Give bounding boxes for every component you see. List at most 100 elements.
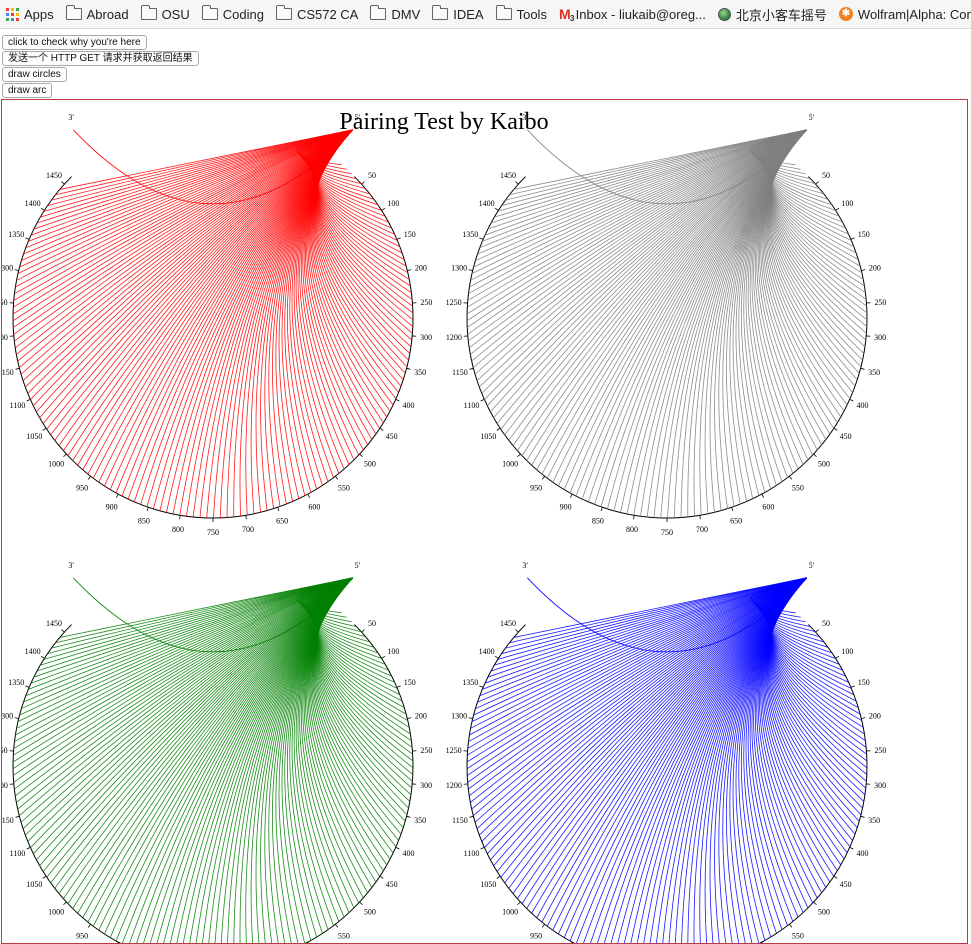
tick-label: 1250 — [2, 298, 8, 307]
tick-label: 150 — [858, 230, 870, 239]
tick-mark — [380, 428, 383, 430]
tick-mark — [335, 476, 337, 479]
bookmark-1[interactable]: Abroad — [60, 0, 135, 28]
tick-label: 1400 — [479, 647, 495, 656]
bookmark-label: CS572 CA — [297, 7, 358, 22]
pairing-curve — [313, 578, 396, 847]
tick-label: 1150 — [452, 368, 468, 377]
tick-label: 1100 — [10, 401, 26, 410]
tick-mark — [851, 238, 855, 240]
tick-label: 1200 — [2, 781, 8, 790]
tick-mark — [497, 428, 500, 430]
tick-mark — [61, 181, 64, 184]
tick-mark — [481, 399, 485, 401]
tick-mark — [397, 238, 401, 240]
tick-mark — [15, 270, 19, 271]
tick-mark — [481, 847, 485, 849]
tick-mark — [515, 181, 518, 184]
tick-mark — [517, 902, 520, 905]
arc-diagram-red: 3'5'501001502002503003504004505005506006… — [2, 113, 432, 537]
tick-mark — [396, 399, 400, 401]
tick-label: 300 — [420, 333, 432, 342]
bookmark-2[interactable]: OSU — [135, 0, 196, 28]
tick-label: 650 — [276, 517, 288, 526]
tick-mark — [861, 718, 865, 719]
tick-label: 1350 — [462, 678, 478, 687]
marker-5prime: 5' — [809, 561, 815, 570]
tick-mark — [479, 238, 483, 240]
tick-label: 1300 — [2, 711, 13, 720]
tick-mark — [308, 494, 310, 498]
apps-grid-icon — [6, 8, 19, 21]
pairing-curve — [186, 130, 352, 516]
bookmark-7[interactable]: Tools — [490, 0, 553, 28]
tick-mark — [634, 515, 635, 519]
bookmark-10[interactable]: ✱Wolfram|Alpha: Com... — [833, 0, 971, 28]
tick-mark — [814, 902, 817, 905]
tick-mark — [41, 656, 44, 658]
tick-mark — [41, 208, 44, 210]
arc-diagrams: 3'5'501001502002503003504004505005506006… — [2, 100, 968, 944]
check-why-button[interactable]: click to check why you're here — [2, 35, 147, 50]
tick-label: 1350 — [8, 230, 24, 239]
bookmark-0[interactable]: Apps — [0, 0, 60, 28]
tick-mark — [360, 902, 363, 905]
tick-mark — [116, 494, 118, 498]
bookmark-3[interactable]: Coding — [196, 0, 270, 28]
tick-mark — [380, 876, 383, 878]
tick-mark — [816, 629, 819, 632]
tick-label: 200 — [415, 263, 427, 272]
tick-label: 50 — [368, 171, 376, 180]
tick-mark — [15, 718, 19, 719]
bookmark-9[interactable]: 北京小客车摇号 — [712, 0, 833, 28]
folder-icon — [370, 8, 386, 20]
tick-label: 650 — [730, 517, 742, 526]
tick-label: 1150 — [2, 368, 14, 377]
tick-label: 350 — [414, 816, 426, 825]
tick-mark — [732, 507, 733, 511]
tick-label: 1350 — [462, 230, 478, 239]
arc-diagram-blue: 3'5'501001502002503003504004505005506006… — [446, 561, 887, 944]
globe-icon — [718, 8, 731, 21]
tick-label: 200 — [869, 263, 881, 272]
tick-label: 950 — [76, 483, 88, 492]
tick-mark — [278, 507, 279, 511]
tick-mark — [814, 454, 817, 457]
tick-mark — [834, 876, 837, 878]
tick-mark — [25, 686, 29, 688]
tick-mark — [16, 368, 20, 369]
tick-mark — [601, 507, 602, 511]
tick-label: 200 — [869, 711, 881, 720]
tick-label: 250 — [420, 746, 432, 755]
bookmark-6[interactable]: IDEA — [426, 0, 489, 28]
pairing-curve — [767, 130, 850, 399]
pairing-curve — [769, 130, 859, 373]
tick-mark — [850, 847, 854, 849]
marker-3prime: 3' — [522, 561, 528, 570]
tick-mark — [469, 270, 473, 271]
bookmark-label: Tools — [517, 7, 547, 22]
tick-label: 400 — [402, 401, 414, 410]
tick-mark — [147, 507, 148, 511]
bookmark-label: 北京小客车摇号 — [736, 5, 827, 24]
tick-label: 150 — [858, 678, 870, 687]
http-get-button[interactable]: 发送一个 HTTP GET 请求并获取返回结果 — [2, 51, 199, 66]
folder-icon — [202, 8, 218, 20]
draw-arc-button[interactable]: draw arc — [2, 83, 52, 98]
bookmark-label: DMV — [391, 7, 420, 22]
tick-label: 900 — [560, 502, 572, 511]
tick-mark — [43, 876, 46, 878]
tick-label: 1250 — [2, 746, 8, 755]
tick-mark — [700, 515, 701, 519]
bookmark-4[interactable]: CS572 CA — [270, 0, 364, 28]
bookmark-5[interactable]: DMV — [364, 0, 426, 28]
pairing-curve — [315, 578, 404, 828]
bookmark-label: OSU — [162, 7, 190, 22]
tick-label: 850 — [592, 517, 604, 526]
tick-mark — [88, 924, 90, 927]
tick-mark — [479, 686, 483, 688]
tick-label: 300 — [420, 781, 432, 790]
draw-circles-button[interactable]: draw circles — [2, 67, 67, 82]
